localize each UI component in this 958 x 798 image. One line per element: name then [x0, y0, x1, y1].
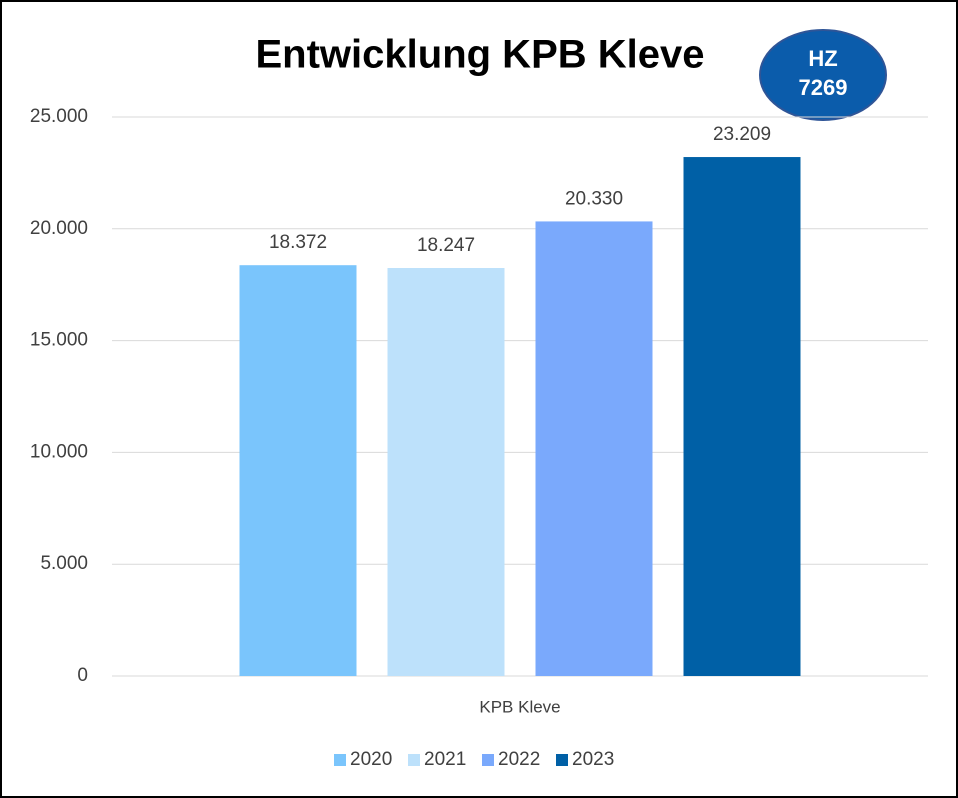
bar	[387, 267, 505, 676]
data-label: 18.372	[269, 232, 327, 253]
y-tick-label: 20.000	[30, 218, 88, 239]
y-tick-label: 10.000	[30, 441, 88, 462]
data-label: 23.209	[713, 124, 771, 145]
badge-text: HZ	[808, 46, 837, 71]
legend-swatch	[334, 754, 346, 766]
legend-swatch	[556, 754, 568, 766]
badge	[759, 29, 887, 121]
bar	[535, 221, 653, 676]
bar	[683, 157, 801, 676]
x-tick-label: KPB Kleve	[479, 697, 560, 716]
y-tick-label: 0	[77, 665, 88, 686]
legend-swatch	[482, 754, 494, 766]
y-tick-label: 5.000	[40, 553, 88, 574]
data-label: 18.247	[417, 235, 475, 256]
legend-label: 2022	[498, 749, 540, 770]
chart-title: Entwicklung KPB Kleve	[256, 33, 705, 77]
legend-label: 2021	[424, 749, 466, 770]
y-tick-label: 25.000	[30, 106, 88, 127]
badge-text: 7269	[799, 75, 848, 100]
legend-label: 2023	[572, 749, 614, 770]
legend-label: 2020	[350, 749, 392, 770]
data-label: 20.330	[565, 188, 623, 209]
y-tick-label: 15.000	[30, 330, 88, 351]
bar	[239, 265, 357, 676]
legend-swatch	[408, 754, 420, 766]
